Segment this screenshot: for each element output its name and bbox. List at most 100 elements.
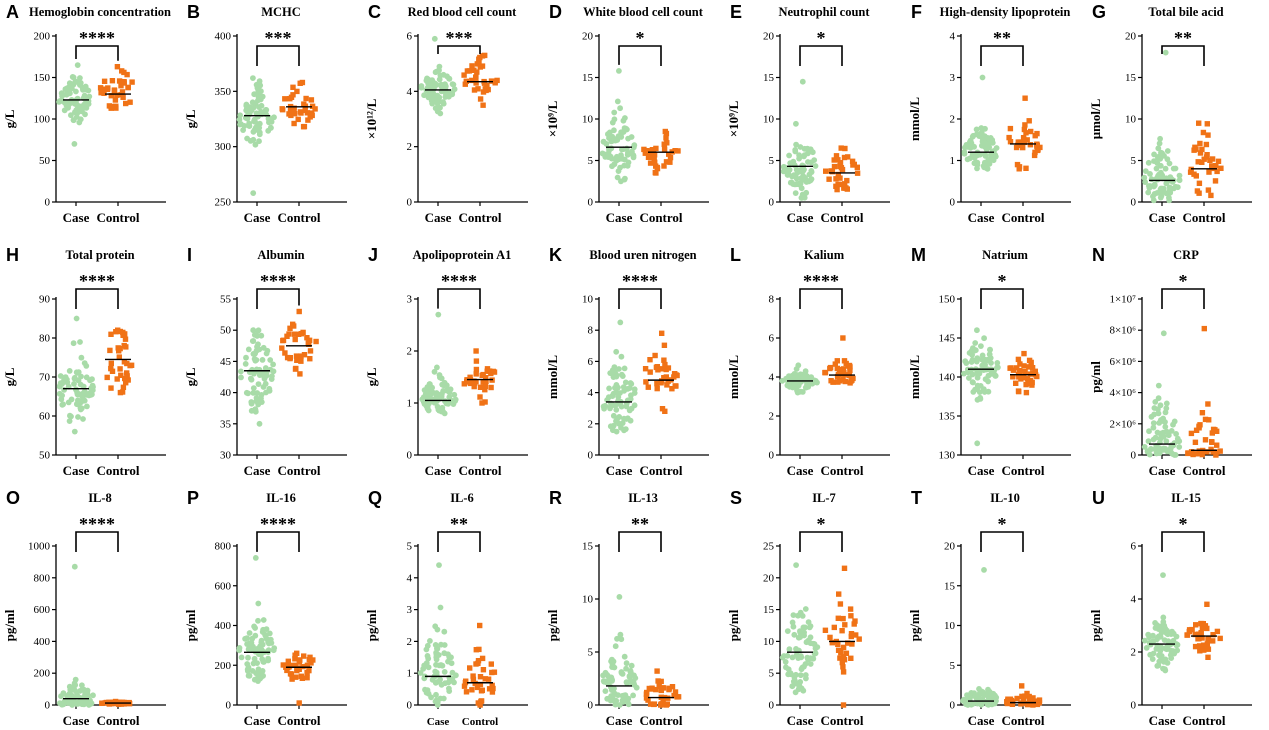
control-point <box>471 380 478 386</box>
control-point <box>838 181 845 188</box>
significance-bracket <box>799 45 843 66</box>
x-tick-label-control: Control <box>820 713 863 728</box>
case-point <box>618 353 625 360</box>
y-tick-label: 1000 <box>28 541 51 553</box>
panel-s: S IL-7 pg/ml 0 5 10 15 20 25 Case Control * <box>726 488 890 728</box>
case-point <box>236 647 243 654</box>
control-point <box>473 358 480 364</box>
control-point <box>294 357 300 363</box>
case-point <box>250 190 257 197</box>
case-point <box>434 364 440 371</box>
control-point <box>847 606 854 612</box>
y-tick-label: 50 <box>39 450 51 462</box>
significance-stars: * <box>817 28 826 48</box>
case-point <box>962 144 968 151</box>
case-point <box>1146 183 1152 189</box>
case-point <box>812 645 819 652</box>
case-point <box>793 366 800 372</box>
case-point <box>782 659 789 665</box>
case-point <box>615 168 622 175</box>
control-point <box>841 565 848 571</box>
control-point <box>1202 437 1209 443</box>
case-point <box>602 402 609 409</box>
case-point <box>1150 436 1157 443</box>
control-point <box>122 331 128 337</box>
control-point <box>473 348 479 354</box>
panel-title: Albumin <box>257 248 304 262</box>
control-point <box>298 353 304 359</box>
case-point <box>71 375 78 382</box>
x-tick-label-control: Control <box>639 713 682 728</box>
case-point <box>435 406 442 413</box>
y-tick-label: 1 <box>407 398 413 410</box>
control-point <box>1188 449 1195 455</box>
case-point <box>77 339 83 345</box>
case-point <box>439 662 446 669</box>
case-point <box>1149 656 1156 662</box>
control-point <box>1034 373 1040 380</box>
x-tick-label-control: Control <box>1001 713 1044 728</box>
case-point <box>1165 432 1172 439</box>
y-tick-label: 10 <box>763 114 775 126</box>
control-point <box>296 700 302 706</box>
control-point <box>108 365 114 372</box>
control-point <box>672 383 678 389</box>
y-tick-label: 4 <box>407 86 413 98</box>
case-point <box>242 361 249 367</box>
panel-t: T IL-10 pg/ml 0 5 10 15 20 Case Control * <box>907 488 1071 728</box>
control-point <box>845 640 851 646</box>
control-point <box>301 101 307 107</box>
control-point <box>840 335 846 341</box>
control-point <box>463 689 470 695</box>
case-point <box>978 688 985 695</box>
control-point <box>647 357 653 363</box>
control-point <box>675 694 682 700</box>
case-point <box>792 173 799 179</box>
significance-stars: **** <box>79 271 115 291</box>
control-point <box>669 386 675 392</box>
control-point <box>475 86 481 92</box>
panel-k: K Blood uren nitrogen mmol/L 0 2 4 6 8 10 Case Con… <box>545 245 709 478</box>
control-point <box>471 383 477 390</box>
control-point <box>99 700 105 706</box>
y-tick-label: 200 <box>34 31 51 43</box>
control-point <box>1019 693 1025 700</box>
control-point <box>1029 379 1035 386</box>
x-tick-label-control: Control <box>1001 210 1044 225</box>
y-tick-label: 15 <box>582 72 594 84</box>
control-point <box>671 692 677 699</box>
control-point <box>655 678 661 684</box>
case-point <box>621 125 628 131</box>
panel-title: IL-13 <box>628 491 658 505</box>
case-point <box>607 423 614 430</box>
panel-i: I Albumin g/L 30 35 40 45 50 55 Case Control **** <box>183 245 347 478</box>
case-point <box>1169 451 1176 457</box>
case-point <box>600 138 607 145</box>
significance-stars: * <box>998 271 1007 291</box>
case-point <box>74 62 81 68</box>
case-point <box>1166 160 1173 167</box>
y-tick-label: 3 <box>407 604 413 616</box>
case-point <box>1163 438 1170 445</box>
control-point <box>847 367 853 374</box>
control-point <box>672 689 679 695</box>
case-point <box>250 643 256 650</box>
case-point <box>246 110 253 117</box>
control-point <box>652 159 658 165</box>
case-point <box>67 412 73 419</box>
control-point <box>1007 696 1014 702</box>
case-point <box>450 81 457 88</box>
y-axis-label: mmol/L <box>545 355 560 399</box>
case-point <box>441 650 448 657</box>
control-point <box>831 157 837 163</box>
case-point <box>268 376 275 382</box>
y-tick-label: 10 <box>1125 114 1137 126</box>
case-point <box>799 191 806 198</box>
control-point <box>1023 130 1029 136</box>
control-point <box>835 157 841 163</box>
y-tick-label: 15 <box>582 541 594 553</box>
control-point <box>675 148 681 154</box>
significance-bracket <box>75 531 119 552</box>
control-point <box>108 360 114 366</box>
case-point <box>1145 159 1152 166</box>
